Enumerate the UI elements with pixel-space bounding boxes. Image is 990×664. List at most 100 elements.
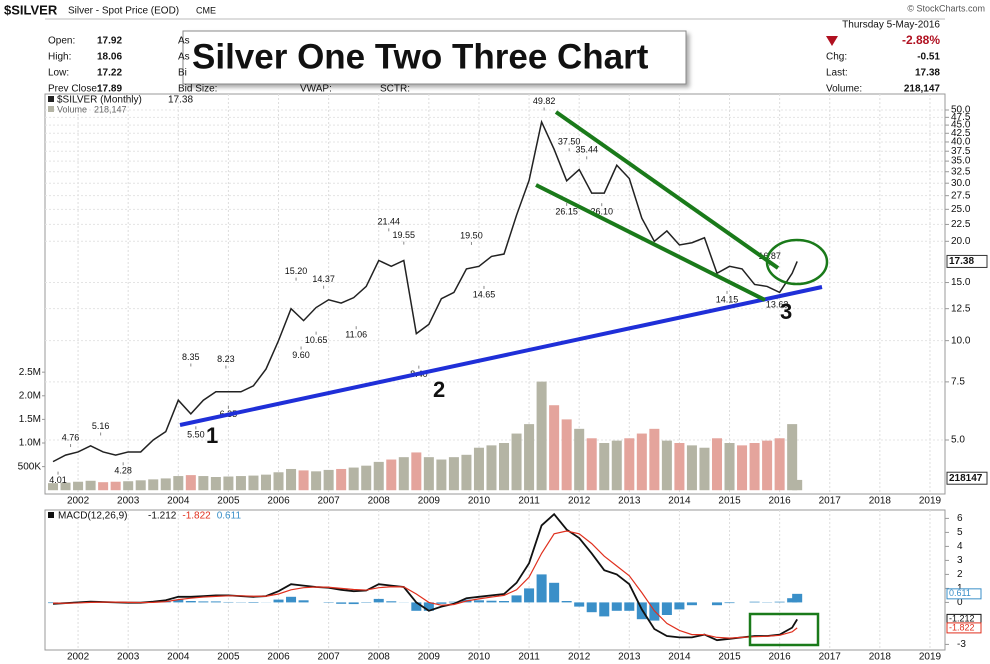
last-volume: 218147 bbox=[949, 473, 983, 484]
macd-last-box bbox=[946, 622, 982, 634]
field-value: 218,147 bbox=[904, 84, 941, 95]
price-label: 8.23 bbox=[217, 354, 235, 364]
volume-bar bbox=[661, 440, 672, 491]
price-label: 13.63 bbox=[766, 300, 789, 310]
price-label: 14.15 bbox=[716, 294, 739, 304]
volume-bar bbox=[235, 476, 246, 491]
macd-histogram-bar bbox=[411, 602, 422, 611]
macd-histogram-bar bbox=[486, 600, 497, 603]
legend-label: $SILVER (Monthly) bbox=[57, 95, 142, 106]
x-tick-label: 2011 bbox=[518, 652, 540, 663]
volume-bar bbox=[48, 483, 59, 491]
macd-histogram-bar bbox=[624, 602, 635, 611]
volume-bar bbox=[524, 424, 535, 491]
field-label: Chg: bbox=[826, 52, 847, 63]
volume-bar bbox=[386, 459, 397, 491]
price-label: 35.44 bbox=[575, 145, 598, 155]
volume-bar bbox=[636, 433, 647, 491]
volume-bar bbox=[73, 481, 84, 491]
x-tick-label: 2003 bbox=[117, 496, 140, 507]
macd-tick-label: 4 bbox=[957, 541, 963, 552]
macd-histogram-bar bbox=[48, 602, 59, 604]
volume-bar bbox=[411, 452, 422, 491]
macd-last-value: -1.212 bbox=[949, 614, 975, 624]
volume-bar bbox=[85, 480, 96, 491]
volume-bar bbox=[461, 454, 472, 491]
price-label: 5.50 bbox=[187, 430, 205, 440]
field-label: Low: bbox=[48, 68, 69, 79]
x-tick-label: 2004 bbox=[167, 496, 190, 507]
price-label: 19.55 bbox=[393, 230, 416, 240]
y-tick-label: 40.0 bbox=[951, 137, 971, 148]
field-label: As bbox=[178, 52, 190, 63]
macd-histogram-bar bbox=[448, 601, 459, 603]
volume-bar bbox=[398, 457, 409, 491]
field-label: As bbox=[178, 36, 190, 47]
symbol: $SILVER bbox=[4, 2, 58, 17]
volume-bar bbox=[98, 482, 109, 491]
x-tick-label: 2017 bbox=[819, 496, 842, 507]
volume-bar bbox=[574, 428, 585, 491]
macd-histogram-bar bbox=[348, 602, 359, 605]
field-value: 18.06 bbox=[97, 52, 122, 63]
macd-histogram-bar bbox=[586, 602, 597, 613]
field-label: Last: bbox=[826, 68, 848, 79]
macd-tick-label: 6 bbox=[957, 513, 963, 524]
x-tick-label: 2005 bbox=[217, 496, 240, 507]
macd-histogram-bar bbox=[561, 601, 572, 603]
volume-bar bbox=[110, 481, 121, 491]
macd-histogram-bar bbox=[423, 602, 434, 611]
macd-pane bbox=[44, 509, 946, 651]
macd-histogram-bar bbox=[248, 602, 259, 603]
x-tick-label: 2008 bbox=[368, 496, 391, 507]
field-label: VWAP: bbox=[300, 84, 332, 95]
volume-tick-label: 1.0M bbox=[19, 438, 41, 449]
macd-histogram-bar bbox=[386, 601, 397, 603]
x-tick-label: 2013 bbox=[618, 496, 641, 507]
field-label: Volume: bbox=[826, 84, 862, 95]
macd-last-value: 0.611 bbox=[949, 588, 971, 598]
price-label: 15.20 bbox=[285, 266, 308, 276]
volume-bar bbox=[423, 457, 434, 491]
macd-tick-label: -3 bbox=[957, 639, 966, 650]
x-tick-label: 2018 bbox=[869, 496, 892, 507]
x-tick-label: 2016 bbox=[769, 496, 792, 507]
volume-bar bbox=[185, 475, 196, 491]
price-label: 14.65 bbox=[473, 289, 496, 299]
macd-histogram-bar bbox=[661, 602, 672, 615]
price-label: 10.65 bbox=[305, 335, 328, 345]
price-label: 9.60 bbox=[292, 350, 310, 360]
volume-bar bbox=[649, 428, 660, 491]
price-label: 26.10 bbox=[590, 207, 613, 217]
x-tick-label: 2019 bbox=[919, 496, 942, 507]
x-tick-label: 2005 bbox=[217, 652, 240, 663]
field-value: 17.22 bbox=[97, 68, 122, 79]
field-label: Open: bbox=[48, 36, 75, 47]
field-label: SCTR: bbox=[380, 84, 410, 95]
macd-histogram-bar bbox=[198, 601, 209, 603]
macd-histogram-bar bbox=[574, 602, 585, 607]
volume-bar bbox=[173, 476, 184, 491]
macd-legend: MACD(12,26,9) bbox=[58, 511, 127, 522]
x-tick-label: 2017 bbox=[819, 652, 842, 663]
field-label: Bid Size: bbox=[178, 84, 217, 95]
macd-tick-label: 5 bbox=[957, 527, 963, 538]
price-label: 4.28 bbox=[114, 466, 132, 476]
x-tick-label: 2016 bbox=[769, 652, 792, 663]
volume-bar bbox=[762, 440, 773, 491]
macd-histogram-bar bbox=[373, 598, 384, 603]
x-tick-label: 2019 bbox=[919, 652, 942, 663]
macd-tick-label: 2 bbox=[957, 569, 963, 580]
volume-bar bbox=[248, 475, 259, 491]
y-tick-label: 47.5 bbox=[951, 112, 971, 123]
macd-histogram-bar bbox=[774, 601, 785, 603]
y-tick-label: 22.5 bbox=[951, 219, 971, 230]
field-label: Bi bbox=[178, 68, 187, 79]
field-value: 17.38 bbox=[915, 68, 940, 79]
volume-bar bbox=[686, 445, 697, 491]
volume-bar bbox=[586, 438, 597, 491]
volume-bar bbox=[336, 468, 347, 491]
x-tick-label: 2015 bbox=[718, 652, 741, 663]
macd-legend-value: -1.212 bbox=[148, 511, 177, 522]
legend-swatch bbox=[48, 512, 54, 518]
